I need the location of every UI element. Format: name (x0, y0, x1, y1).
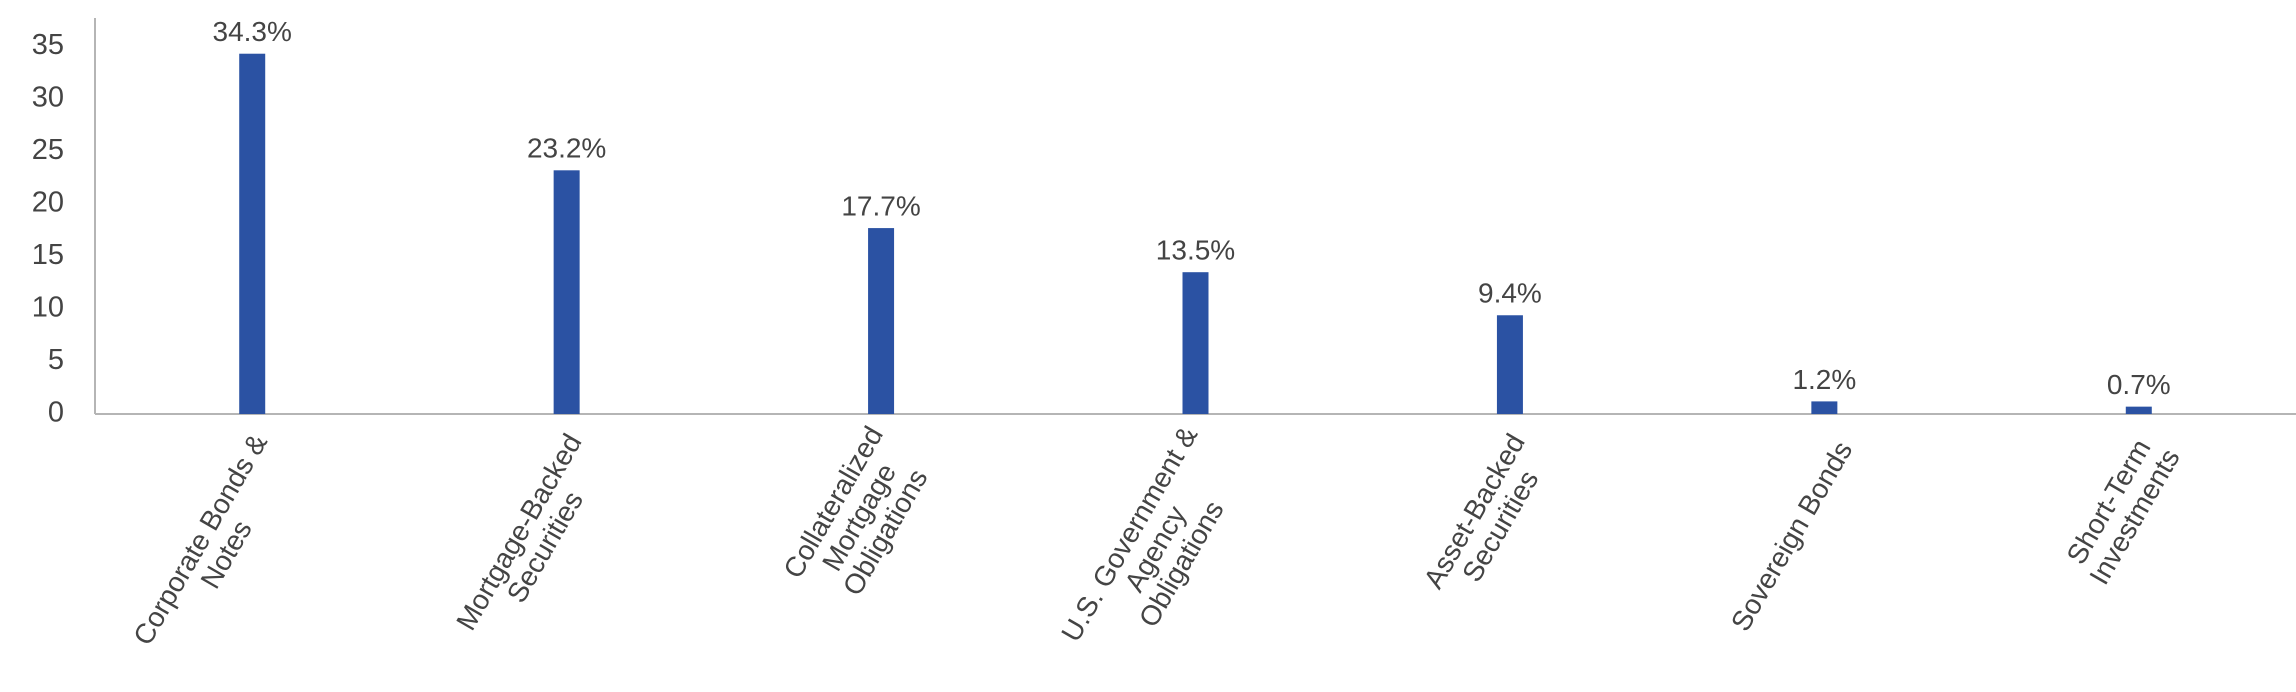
y-tick-label: 15 (32, 239, 64, 271)
y-tick-label: 5 (48, 344, 64, 376)
y-tick-label: 0 (48, 397, 64, 429)
bar (868, 228, 895, 414)
x-tick-label: CollateralizedMortgageObligations (778, 421, 942, 613)
bar (553, 170, 580, 414)
bar (1496, 315, 1523, 414)
value-label: 34.3% (213, 16, 292, 47)
x-tick-label: Short-TermInvestments (2058, 429, 2186, 590)
bar (1811, 401, 1838, 414)
value-label: 13.5% (1156, 235, 1235, 266)
value-label: 1.2% (1792, 364, 1856, 395)
bar (239, 53, 266, 414)
x-tick-label: U.S. Government &AgencyObligations (1056, 421, 1256, 677)
value-label: 17.7% (841, 190, 920, 221)
y-tick-label: 20 (32, 187, 64, 219)
x-tick-label: Mortgage-BackedSecurities (451, 429, 614, 651)
y-tick-label: 10 (32, 292, 64, 324)
x-tick-label: Corporate Bonds &Notes (128, 428, 300, 665)
y-tick-label: 35 (32, 29, 64, 61)
x-tick-label: Asset-BackedSecurities (1418, 429, 1557, 609)
y-tick-label: 30 (32, 82, 64, 114)
bar (2125, 406, 2152, 414)
value-label: 23.2% (527, 133, 606, 164)
bar (1182, 272, 1209, 414)
value-label: 0.7% (2107, 369, 2171, 400)
value-label: 9.4% (1478, 278, 1542, 309)
y-tick-label: 25 (32, 134, 64, 166)
x-tick-label: Sovereign Bonds (1725, 436, 1858, 636)
